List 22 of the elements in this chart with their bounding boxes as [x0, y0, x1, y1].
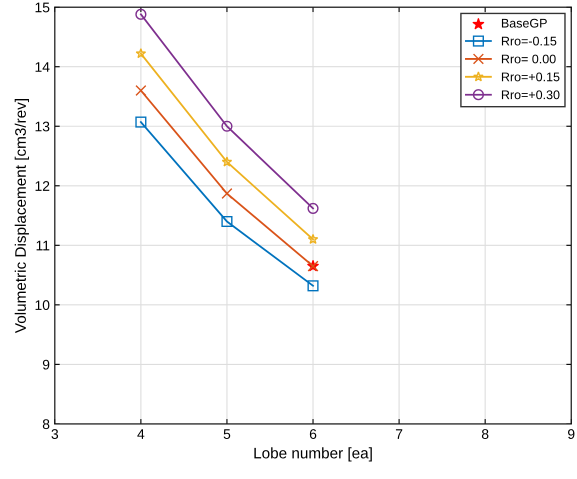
x-tick-label: 5 — [224, 429, 230, 439]
y-tick-label: 10 — [36, 300, 50, 310]
y-tick-label: 9 — [42, 360, 50, 370]
x-tick-label: 8 — [482, 429, 488, 439]
legend-label: Rro=+0.15 — [502, 72, 560, 82]
x-tick-label: 4 — [137, 429, 144, 439]
x-tick-label: 6 — [310, 429, 316, 439]
y-tick-label: 8 — [42, 419, 50, 430]
x-tick-label: 7 — [396, 429, 402, 439]
y-tick-label: 11 — [36, 240, 50, 250]
y-tick-label: 14 — [36, 62, 50, 72]
legend-label: Rro=+0.30 — [502, 90, 560, 100]
x-tick-label: 9 — [568, 429, 574, 439]
y-tick-label: 15 — [36, 2, 50, 12]
x-axis-title: Lobe number [ea] — [254, 447, 372, 462]
legend-label: Rro= 0.00 — [502, 54, 556, 64]
legend-label: Rro=-0.15 — [502, 36, 556, 46]
legend-label: BaseGP — [502, 18, 547, 28]
y-tick-label: 12 — [36, 181, 50, 191]
x-tick-label: 3 — [51, 429, 58, 439]
y-tick-label: 13 — [36, 122, 50, 132]
y-axis-title: Volumetric Displacement [cm3/rev] — [14, 99, 29, 334]
